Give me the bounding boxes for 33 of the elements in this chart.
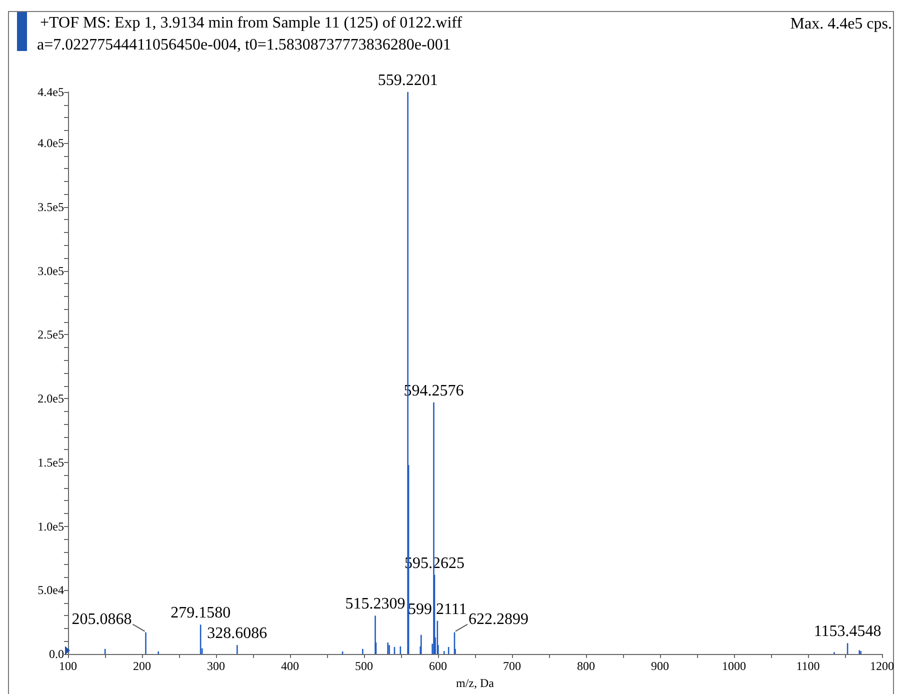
annotation: 328.6086	[207, 625, 268, 642]
annotation: 559.2201	[378, 72, 438, 89]
x-tick-label: 800	[577, 659, 595, 673]
y-tick-label: 5.0e4	[38, 583, 64, 598]
y-tick-label: 4.0e5	[38, 136, 64, 150]
annotation: 1153.4548	[814, 623, 882, 640]
text: Max. 4.4e5 cps.	[790, 16, 892, 32]
x-tick-label: 1100	[796, 659, 820, 673]
annotation: 622.2899	[468, 610, 528, 628]
chart-title: +TOF MS: Exp 1, 3.9134 min from Sample 11 (125) of 0122.wiff	[40, 14, 463, 32]
x-tick-label: 600	[429, 659, 447, 673]
x-tick-label: 1200	[870, 659, 894, 673]
y-tick-label: 1.0e5	[38, 519, 64, 534]
y-tick-label: 2.5e5	[38, 328, 64, 342]
annotation: 279.1580	[170, 604, 231, 622]
x-axis-title: m/z, Da	[456, 676, 495, 690]
y-tick-label: 2.0e5	[38, 392, 64, 406]
annotation: 205.0868	[72, 610, 132, 628]
x-tick-label: 300	[207, 659, 225, 673]
y-tick-label: 1.5e5	[38, 455, 64, 470]
annotation: 515.2309	[345, 596, 406, 613]
y-tick-label: 4.4e5	[38, 85, 64, 99]
x-tick-label: 100	[59, 659, 77, 673]
x-tick-label: 1000	[722, 659, 746, 673]
x-tick-label: 900	[651, 659, 669, 673]
y-tick-label: 3.5e5	[38, 200, 64, 214]
y-tick-label: 0.0	[49, 647, 64, 661]
x-tick-label: 700	[503, 659, 521, 673]
x-tick-label: 500	[355, 659, 373, 673]
x-tick-label: 200	[133, 659, 151, 673]
chart-subtitle: a=7.02277544411056450e-004, t0=1.58308737773836280e-001	[37, 36, 451, 54]
x-tick-label: 400	[281, 659, 299, 673]
y-tick-label: 3.0e5	[38, 264, 64, 278]
